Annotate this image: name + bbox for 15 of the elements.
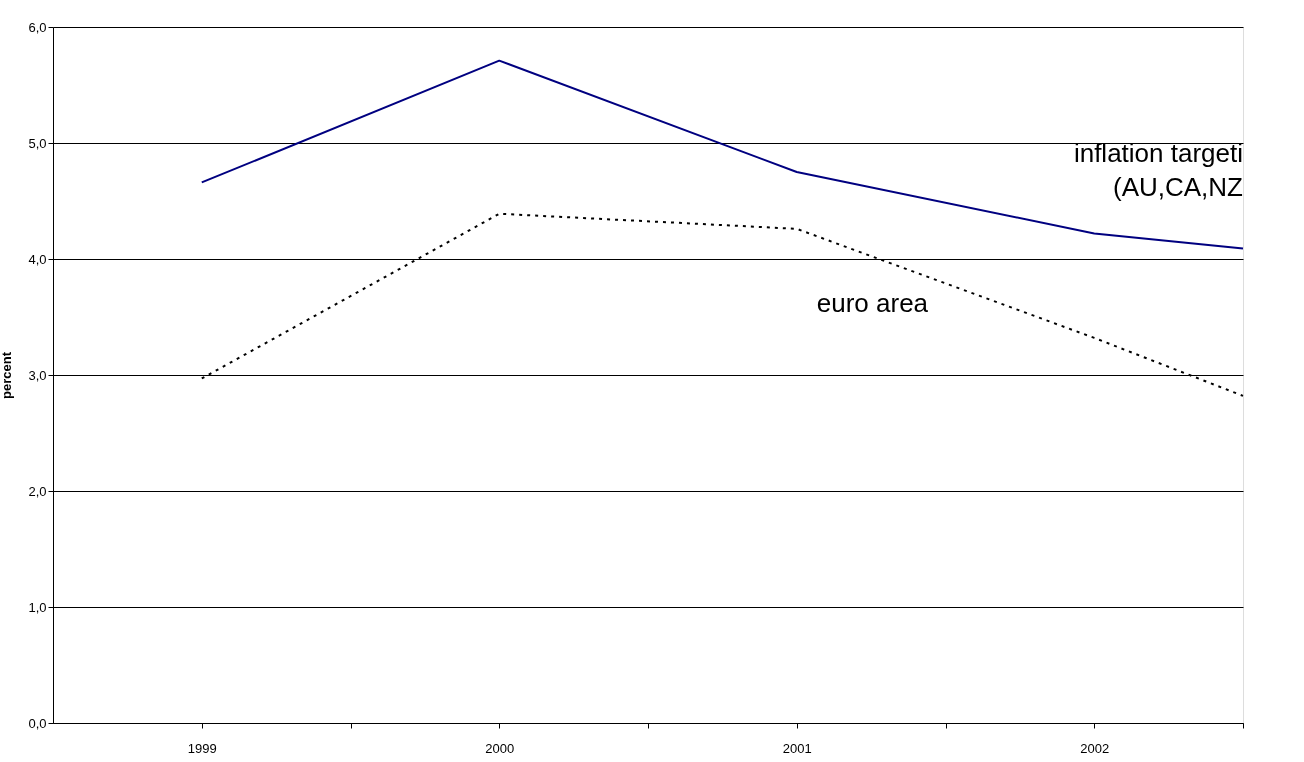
y-tick-label: 5,0: [28, 135, 47, 151]
series-label: inflation targeti (AU,CA,NZ: [1073, 137, 1244, 202]
y-tick-label: 1,0: [28, 599, 47, 615]
x-tick-label: 2000: [485, 740, 515, 756]
x-tick-label: 1999: [187, 740, 217, 756]
y-tick-label: 0,0: [28, 715, 47, 731]
y-axis-title: percent: [0, 351, 15, 399]
y-tick-label: 3,0: [28, 367, 47, 383]
x-tick-label: 2001: [782, 740, 812, 756]
y-tick-label: 6,0: [28, 19, 47, 35]
y-tick-label: 2,0: [28, 483, 47, 499]
series-label: euro area: [816, 287, 929, 318]
y-tick-label: 4,0: [28, 251, 47, 267]
line-series: [200, 59, 1244, 250]
x-tick-label: 2002: [1080, 740, 1110, 756]
